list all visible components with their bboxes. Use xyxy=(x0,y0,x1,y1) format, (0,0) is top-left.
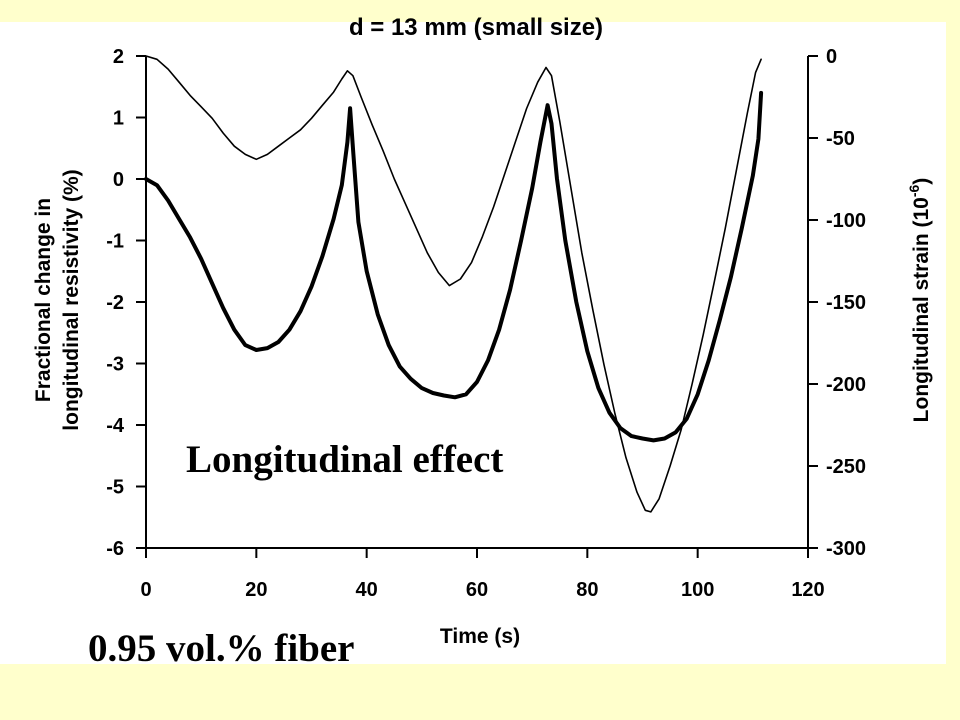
svg-text:Longitudinal strain (10-6): Longitudinal strain (10-6) xyxy=(906,178,933,423)
x-tick-label: 120 xyxy=(791,579,824,601)
left-y-axis-title-line-2: longitudinal resistivity (%) xyxy=(60,169,83,430)
top-band xyxy=(0,0,960,22)
x-tick-label: 80 xyxy=(576,579,598,601)
right-y-axis-title: Longitudinal strain (10-6) xyxy=(906,178,933,423)
right-y-axis-title-exponent: -6 xyxy=(906,184,922,197)
x-tick-label: 40 xyxy=(356,579,378,601)
right-band xyxy=(946,22,960,664)
right-tick-label: -50 xyxy=(826,128,855,150)
right-tick-label: -100 xyxy=(826,210,866,232)
x-axis-title: Time (s) xyxy=(440,625,520,648)
left-tick-label: -1 xyxy=(106,231,124,253)
chart-title: d = 13 mm (small size) xyxy=(349,14,603,41)
right-tick-label: -200 xyxy=(826,374,866,396)
left-y-axis-title: Fractional change in longitudinal resist… xyxy=(32,169,83,430)
right-tick-label: -300 xyxy=(826,538,866,560)
left-tick-label: -2 xyxy=(106,292,124,314)
x-ticks: 0 20 40 60 80 100 120 xyxy=(140,548,825,601)
right-y-axis-title-text: Longitudinal strain (10 xyxy=(910,197,933,422)
right-tick-label: -250 xyxy=(826,456,866,478)
left-tick-label: 0 xyxy=(113,169,124,191)
right-tick-label: 0 xyxy=(826,46,837,68)
left-tick-label: 1 xyxy=(113,108,124,130)
left-tick-label: 2 xyxy=(113,46,124,68)
strain-series-line xyxy=(145,55,762,513)
left-tick-label: -4 xyxy=(106,415,125,437)
x-tick-label: 60 xyxy=(466,579,488,601)
bottom-band xyxy=(0,664,960,720)
right-y-ticks: 0 -50 -100 -150 -200 -250 -300 xyxy=(808,46,866,560)
right-y-axis-title-close: ) xyxy=(910,178,933,185)
series-layer xyxy=(144,55,764,513)
left-tick-label: -3 xyxy=(106,354,124,376)
fiber-volume-note: 0.95 vol.% fiber xyxy=(88,627,354,670)
x-tick-label: 0 xyxy=(140,579,151,601)
resistivity-series-line xyxy=(144,90,764,443)
left-tick-label: -5 xyxy=(106,477,124,499)
x-tick-label: 20 xyxy=(245,579,267,601)
annotation-longitudinal-effect: Longitudinal effect xyxy=(186,438,503,481)
x-tick-label: 100 xyxy=(681,579,714,601)
left-tick-label: -6 xyxy=(106,538,124,560)
right-tick-label: -150 xyxy=(826,292,866,314)
left-y-axis-title-line-1: Fractional change in xyxy=(32,198,55,402)
left-y-ticks: 2 1 0 -1 -2 -3 -4 -5 -6 xyxy=(106,46,146,560)
